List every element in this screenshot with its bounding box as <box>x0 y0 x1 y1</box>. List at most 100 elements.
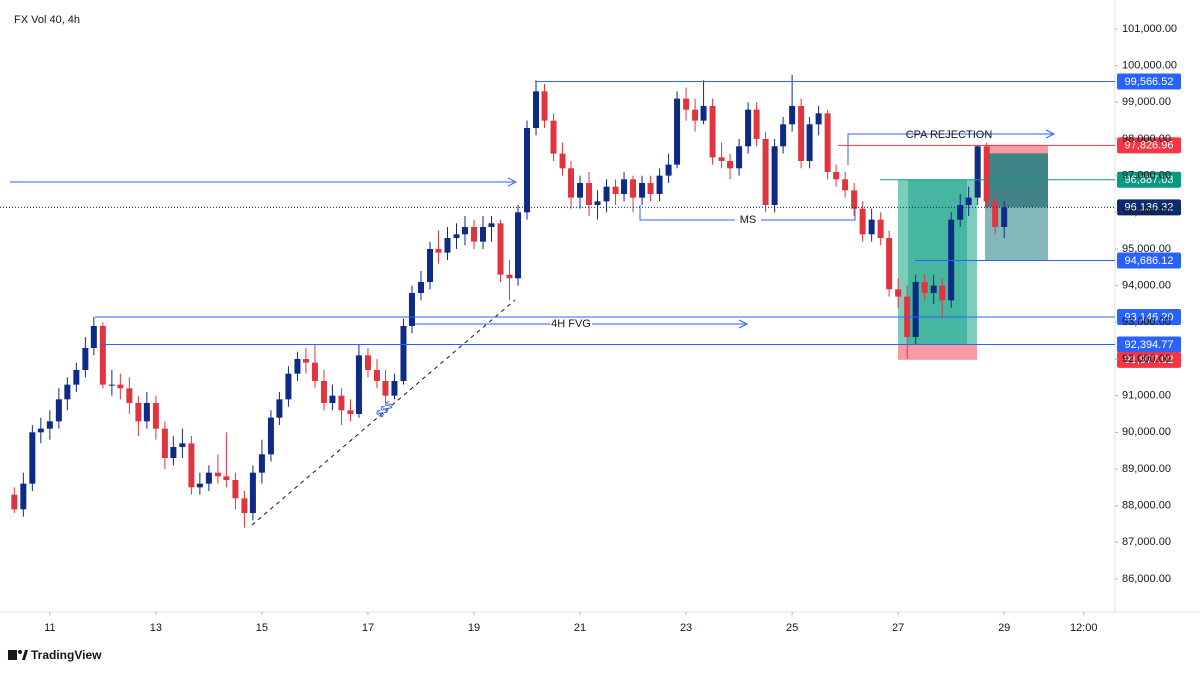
candle-body <box>400 325 407 381</box>
candle-body <box>417 281 424 293</box>
candle-body <box>276 399 283 418</box>
candle-body <box>921 281 928 293</box>
x-tick-label: 11 <box>44 622 55 634</box>
x-tick-label: 17 <box>362 622 374 634</box>
candle-body <box>851 190 858 209</box>
axes: 86,000.00 87,000.00 88,000.00 89,000.00 90,0… <box>44 23 1177 634</box>
candle-body <box>533 91 540 128</box>
candle-body <box>347 410 354 414</box>
y-tick-label: 88,000.00 <box>1122 500 1171 512</box>
long-target-edge <box>898 179 908 345</box>
x-tick-label: 27 <box>892 622 904 634</box>
candle-body <box>408 292 415 326</box>
candle-body <box>789 105 796 125</box>
y-tick-label: 98,000.00 <box>1122 133 1171 145</box>
candle-body <box>939 285 946 301</box>
candle-body <box>355 355 362 414</box>
candle-body <box>639 182 646 198</box>
candle-body <box>833 171 840 180</box>
candle-body <box>170 446 177 458</box>
candle-body <box>488 223 495 227</box>
candle-body <box>152 402 159 429</box>
candle-body <box>329 395 336 403</box>
logo <box>18 650 22 654</box>
candle-body <box>426 248 433 282</box>
candle-body <box>311 362 318 381</box>
x-tick-label: 21 <box>574 622 586 634</box>
candle-body <box>267 417 274 455</box>
candle-body <box>37 428 44 433</box>
candle-body <box>859 208 866 235</box>
candle-body <box>948 219 955 301</box>
long-stop <box>898 344 977 360</box>
candle-body <box>373 369 380 381</box>
candle-body <box>90 325 97 348</box>
x-tick-label: 25 <box>786 622 798 634</box>
candle-body <box>762 138 769 205</box>
levels: 99,566.52 97,826.96 96,887.03 96,136.32 94,6… <box>0 73 1181 368</box>
candle-body <box>612 186 619 194</box>
candle-body <box>161 428 168 458</box>
cpa-line <box>847 133 1052 165</box>
candle-body <box>603 186 610 202</box>
candle-body <box>497 223 504 275</box>
candle-body <box>126 388 133 403</box>
candle-body <box>382 380 389 396</box>
chart-title: FX Vol 40, 4h <box>14 14 80 26</box>
candle-body <box>594 201 601 205</box>
candle-body <box>745 109 752 147</box>
candle-body <box>55 399 62 422</box>
logo <box>8 650 17 660</box>
price-label-bg <box>1117 73 1181 90</box>
candle-body <box>674 98 681 165</box>
candle-body <box>391 380 398 396</box>
arrow-head <box>738 319 749 329</box>
price-label-bg <box>1117 199 1181 216</box>
candle-body <box>806 124 813 161</box>
candle-body <box>285 373 292 400</box>
arrow-head <box>1045 129 1056 139</box>
price-label: 93,146.20 <box>1125 311 1174 323</box>
candle-body <box>205 472 212 484</box>
annotation: MS <box>740 214 757 226</box>
candle-body <box>223 476 230 480</box>
x-tick-label: 15 <box>256 622 268 634</box>
candle-body <box>630 179 637 198</box>
candle-body <box>736 146 743 169</box>
y-tick-label: 97,000.00 <box>1122 170 1171 182</box>
candles <box>11 74 1008 528</box>
price-label-bg <box>1117 171 1181 188</box>
candle-body <box>320 380 327 403</box>
x-tick-label: 13 <box>150 622 162 634</box>
candle-body <box>1001 207 1008 227</box>
candle-body <box>117 384 124 389</box>
x-tick-label: 29 <box>998 622 1010 634</box>
candle-body <box>470 226 477 242</box>
candle-body <box>842 179 849 191</box>
candle-body <box>647 182 654 194</box>
candle-body <box>683 98 690 110</box>
candle-body <box>294 358 301 374</box>
label-bg <box>735 213 761 227</box>
price-label-bg <box>1117 336 1181 353</box>
candle-body <box>656 175 663 194</box>
y-tick-label: 92,000.00 <box>1122 353 1171 365</box>
candle-body <box>957 204 964 220</box>
logo <box>22 650 28 660</box>
trend-line <box>251 299 516 526</box>
candle-body <box>568 168 575 198</box>
y-tick-label: 90,000.00 <box>1122 426 1171 438</box>
candle-body <box>29 432 36 484</box>
candle-body <box>461 226 468 235</box>
candle-body <box>559 153 566 169</box>
candle-body <box>515 212 522 279</box>
candle-body <box>700 105 707 121</box>
candle-body <box>965 197 972 205</box>
candle-body <box>815 113 822 125</box>
price-label: 96,136.32 <box>1125 202 1174 214</box>
candle-body <box>621 179 628 194</box>
candle-body <box>974 146 981 198</box>
candle-body <box>179 443 186 447</box>
